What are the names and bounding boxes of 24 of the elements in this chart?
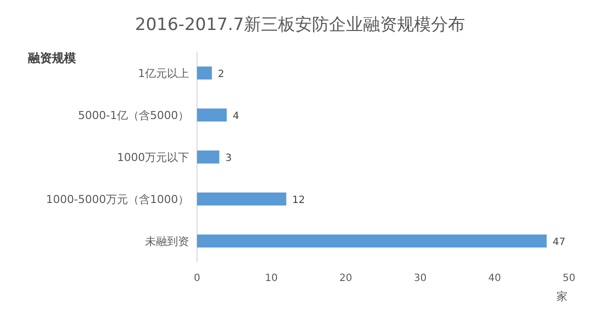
y-tick-label: 5000-1亿（含5000） [78, 109, 189, 122]
y-axis-title: 融资规模 [28, 51, 76, 65]
x-tick-label: 40 [488, 273, 501, 284]
bar [197, 192, 286, 206]
x-tick-label: 30 [414, 273, 427, 284]
data-label: 4 [232, 111, 240, 122]
x-tick-label: 0 [194, 273, 200, 284]
data-label: 3 [225, 153, 232, 164]
x-tick-label: 50 [562, 273, 576, 284]
data-label: 2 [218, 69, 224, 80]
y-tick-label: 1000-5000万元（含1000） [46, 193, 189, 206]
x-tick-label: 20 [339, 273, 352, 284]
bar [197, 150, 220, 164]
data-label: 12 [292, 195, 306, 206]
x-tick-label: 10 [265, 273, 278, 284]
x-axis-title: 家 [556, 290, 568, 303]
chart-title: 2016-2017.7新三板安防企业融资规模分布 [135, 15, 465, 35]
y-tick-label: 1000万元以下 [117, 151, 189, 164]
y-tick-label: 未融到资 [145, 235, 189, 248]
bar [197, 66, 212, 80]
bar [197, 234, 547, 248]
bar [197, 108, 227, 122]
y-tick-label: 1亿元以上 [138, 67, 189, 80]
data-label: 47 [552, 237, 566, 248]
